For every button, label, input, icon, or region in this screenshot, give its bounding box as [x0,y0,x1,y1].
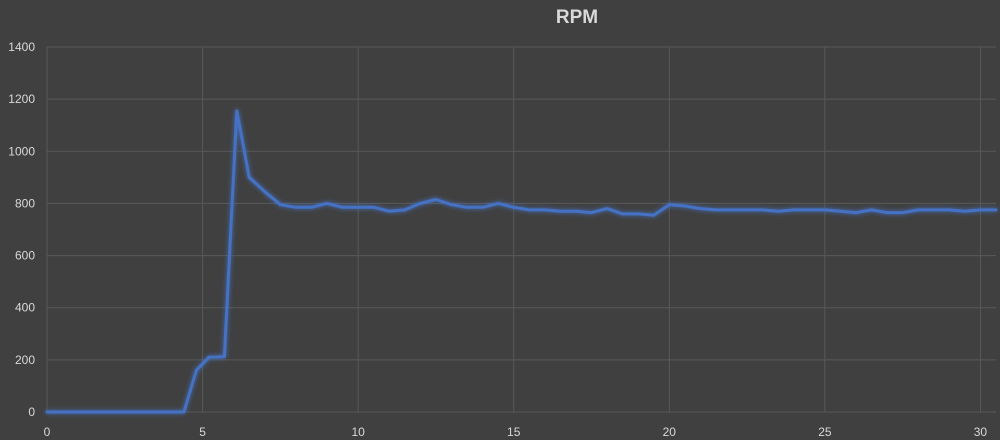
y-axis-tick-labels: 0 200 400 600 800 1000 1200 1400 [8,40,35,419]
rpm-series-line [45,109,998,414]
series-group [45,109,998,414]
x-tick-label: 5 [199,425,206,439]
y-tick-label: 1400 [8,40,35,54]
x-tick-label: 30 [974,425,988,439]
x-tick-label: 20 [663,425,677,439]
x-tick-label: 0 [44,425,51,439]
y-tick-label: 1000 [8,144,35,158]
y-tick-label: 0 [28,405,35,419]
y-tick-label: 1200 [8,92,35,106]
y-tick-label: 200 [15,353,35,367]
y-tick-label: 400 [15,301,35,315]
x-tick-label: 15 [507,425,521,439]
x-tick-label: 25 [818,425,832,439]
horizontal-gridlines [47,46,996,413]
x-tick-label: 10 [351,425,365,439]
y-tick-label: 600 [15,249,35,263]
vertical-gridlines [46,47,981,412]
x-axis-tick-labels: 0 5 10 15 20 25 30 [44,425,988,439]
chart-title: RPM [556,7,598,28]
y-tick-label: 800 [15,196,35,210]
